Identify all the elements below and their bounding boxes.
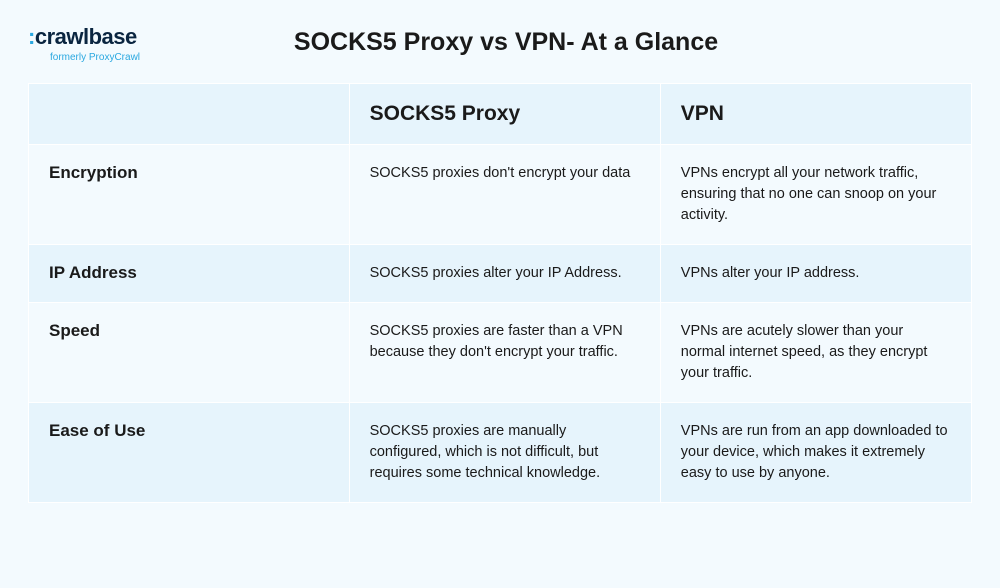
row-vpn: VPNs encrypt all your network traffic, e… <box>660 145 971 245</box>
row-socks5: SOCKS5 proxies don't encrypt your data <box>349 145 660 245</box>
logo-glyph: : <box>28 24 35 49</box>
logo-subtitle: formerly ProxyCrawl <box>50 52 140 63</box>
page-title: SOCKS5 Proxy vs VPN- At a Glance <box>180 28 972 57</box>
row-label: Speed <box>29 303 350 403</box>
table-header-vpn: VPN <box>660 84 971 145</box>
table-header-socks5: SOCKS5 Proxy <box>349 84 660 145</box>
table-row: IP Address SOCKS5 proxies alter your IP … <box>29 245 972 303</box>
row-vpn: VPNs alter your IP address. <box>660 245 971 303</box>
logo-text-2: base <box>89 24 137 49</box>
table-header-empty <box>29 84 350 145</box>
logo: :crawlbase formerly ProxyCrawl <box>28 24 140 63</box>
table-row: Encryption SOCKS5 proxies don't encrypt … <box>29 145 972 245</box>
comparison-table: SOCKS5 Proxy VPN Encryption SOCKS5 proxi… <box>28 83 972 503</box>
row-label: IP Address <box>29 245 350 303</box>
table-header-row: SOCKS5 Proxy VPN <box>29 84 972 145</box>
table-row: Speed SOCKS5 proxies are faster than a V… <box>29 303 972 403</box>
logo-wordmark: :crawlbase <box>28 24 140 50</box>
logo-text-1: crawl <box>35 24 89 49</box>
row-vpn: VPNs are acutely slower than your normal… <box>660 303 971 403</box>
row-socks5: SOCKS5 proxies alter your IP Address. <box>349 245 660 303</box>
header: :crawlbase formerly ProxyCrawl SOCKS5 Pr… <box>28 24 972 63</box>
table-row: Ease of Use SOCKS5 proxies are manually … <box>29 403 972 503</box>
row-vpn: VPNs are run from an app downloaded to y… <box>660 403 971 503</box>
row-socks5: SOCKS5 proxies are faster than a VPN bec… <box>349 303 660 403</box>
row-label: Encryption <box>29 145 350 245</box>
table-body: Encryption SOCKS5 proxies don't encrypt … <box>29 145 972 503</box>
row-label: Ease of Use <box>29 403 350 503</box>
row-socks5: SOCKS5 proxies are manually configured, … <box>349 403 660 503</box>
